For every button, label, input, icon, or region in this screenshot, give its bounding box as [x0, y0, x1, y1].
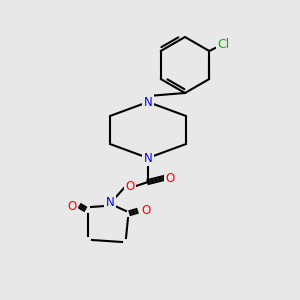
Text: Cl: Cl	[217, 38, 230, 52]
Text: N: N	[106, 196, 114, 208]
Text: O: O	[68, 200, 76, 212]
Text: O: O	[141, 203, 151, 217]
Text: N: N	[144, 152, 152, 164]
Text: O: O	[165, 172, 175, 184]
Text: N: N	[144, 95, 152, 109]
Text: O: O	[125, 179, 135, 193]
